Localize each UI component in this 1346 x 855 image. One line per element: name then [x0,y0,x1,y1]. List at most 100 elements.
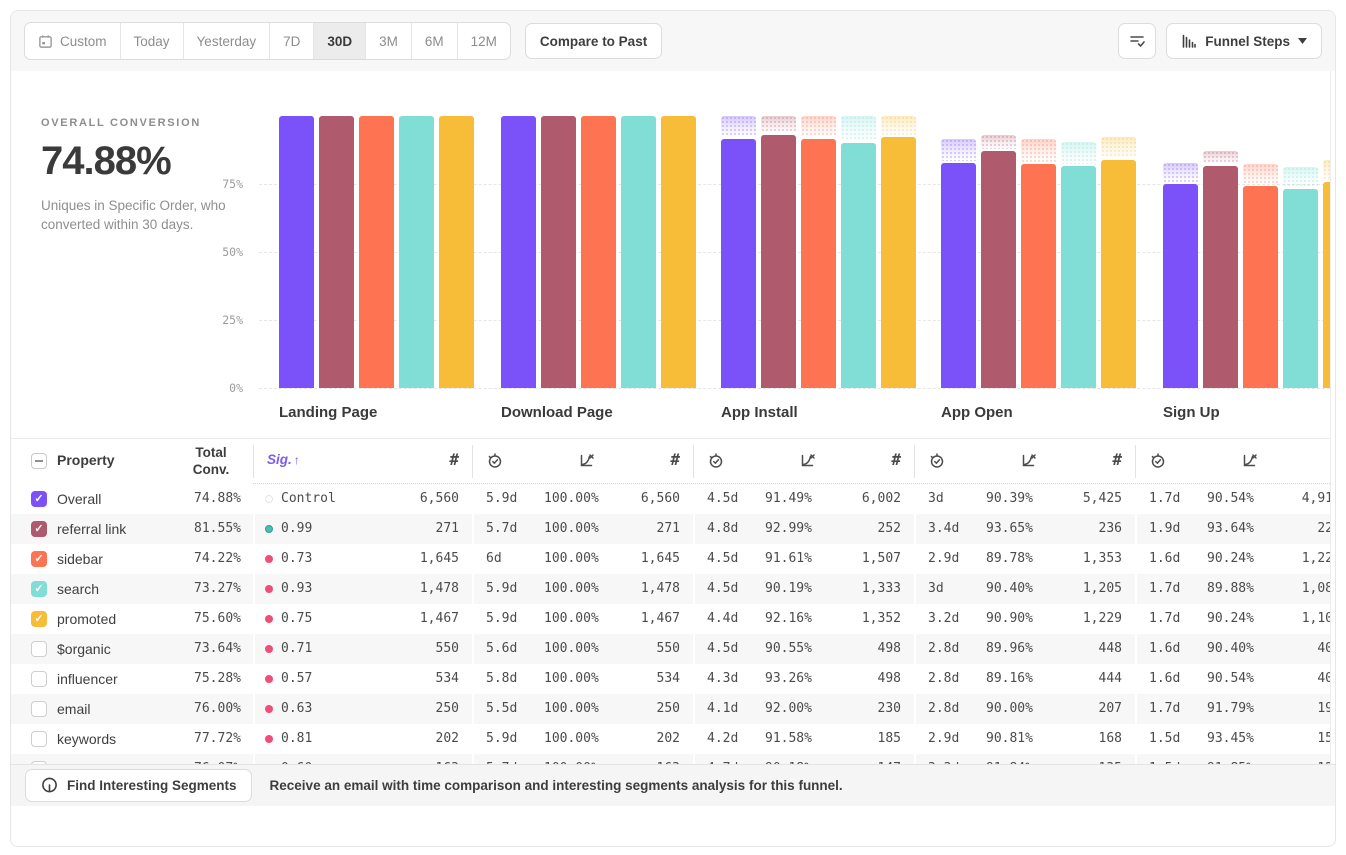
row-checkbox[interactable]: ✓ [31,551,47,567]
conversion-rate-value: 90.40% [1207,641,1254,656]
row-checkbox[interactable] [31,641,47,657]
avg-time-column-header-timer-icon[interactable] [928,452,946,470]
sig-column-header[interactable]: Sig. ↑ [267,452,300,467]
funnel-bar-search-step2[interactable] [621,116,656,388]
row-checkbox[interactable] [31,671,47,687]
header-column-divider [472,445,473,478]
count-column-header-hash-icon[interactable]: # [449,450,459,469]
lost-users-cap [761,116,796,133]
table-row[interactable]: ✓ Overall 74.88% Control 6,560 5.9d 100.00% 6,5… [11,484,1330,514]
funnel-chart [259,116,1330,389]
funnel-bar-referral-link-step5[interactable] [1203,166,1238,388]
step-count: 1,352 [861,611,901,626]
step-count: 498 [877,671,901,686]
avg-time-value: 1.9d [1149,521,1181,536]
chart-type-dropdown[interactable]: Funnel Steps [1166,23,1322,59]
row-checkbox[interactable]: ✓ [31,491,47,507]
y-axis-tick-50: 50% [222,245,243,259]
conversion-rate-column-header-icon[interactable] [578,452,596,470]
funnel-bar-referral-link-step3[interactable] [761,135,796,388]
row-checkbox[interactable] [31,731,47,747]
significance-value: Control [281,491,336,506]
count-column-header-hash-icon[interactable]: # [1112,450,1122,469]
step-label-landing-page: Landing Page [279,404,378,421]
property-name: search [57,581,100,597]
select-all-checkbox[interactable] [31,453,47,469]
table-top-border [11,438,1330,439]
date-range-7d[interactable]: 7D [270,23,315,59]
date-range-today[interactable]: Today [121,23,184,59]
funnel-bar-search-step5[interactable] [1283,189,1318,388]
step-count: 1,507 [861,551,901,566]
funnel-bar-promoted-step3[interactable] [881,137,916,388]
table-row[interactable]: $organic 73.64% 0.71 550 5.6d 100.00% 550 4.5d 9… [11,634,1330,664]
table-row[interactable]: ✓ promoted 75.60% 0.75 1,467 5.9d 100.00% 1,467… [11,604,1330,634]
date-range-segmented-control: Custom Today Yesterday 7D 30D 3M 6M 12M [24,22,511,60]
row-checkbox[interactable]: ✓ [31,611,47,627]
date-range-30d[interactable]: 30D [314,23,367,59]
conversion-rate-column-header-icon[interactable] [1020,452,1038,470]
row-checkbox[interactable]: ✓ [31,581,47,597]
row-checkbox[interactable]: ✓ [31,521,47,537]
filter-list-button[interactable] [1118,23,1157,59]
funnel-bar-sidebar-step2[interactable] [581,116,616,388]
table-row[interactable]: ✓ search 73.27% 0.93 1,478 5.9d 100.00% 1,478 4.… [11,574,1330,604]
property-column-header[interactable]: Property [57,452,115,468]
property-name: promoted [57,611,117,627]
date-range-6m[interactable]: 6M [412,23,458,59]
avg-time-value: 3d [928,491,944,506]
y-axis-tick-0: 0% [229,381,243,395]
funnel-bar-sidebar-step4[interactable] [1021,164,1056,388]
count-column-header-hash-icon[interactable]: # [670,450,680,469]
funnel-bar-promoted-step5[interactable] [1323,182,1330,388]
table-row[interactable]: influencer 75.28% 0.57 534 5.8d 100.00% 534 4.3… [11,664,1330,694]
row-checkbox[interactable] [31,701,47,717]
significance-dot [265,615,273,623]
avg-time-value: 4.3d [707,671,739,686]
funnel-bar-Overall-step4[interactable] [941,163,976,388]
step-count: 1,229 [1082,611,1122,626]
avg-time-column-header-timer-icon[interactable] [707,452,725,470]
funnel-bar-referral-link-step1[interactable] [319,116,354,388]
table-row[interactable]: email 76.00% 0.63 250 5.5d 100.00% 250 4.1d 92.0… [11,694,1330,724]
date-range-3m[interactable]: 3M [366,23,412,59]
funnel-bar-sidebar-step3[interactable] [801,139,836,388]
table-row[interactable]: keywords 77.72% 0.81 202 5.9d 100.00% 202 4.2d 9… [11,724,1330,754]
funnel-bar-search-step1[interactable] [399,116,434,388]
funnel-bar-Overall-step5[interactable] [1163,184,1198,388]
funnel-bar-promoted-step1[interactable] [439,116,474,388]
table-row[interactable]: ✓ sidebar 74.22% 0.73 1,645 6d 100.00% 1,645 4.5… [11,544,1330,574]
compare-to-past-button[interactable]: Compare to Past [524,23,663,59]
lost-users-cap [1021,139,1056,162]
funnel-bar-referral-link-step2[interactable] [541,116,576,388]
funnel-bar-sidebar-step1[interactable] [359,116,394,388]
toolbar-right: Funnel Steps [1118,23,1322,59]
date-range-custom[interactable]: Custom [25,23,121,59]
total-conv-column-header[interactable]: Total Conv. [192,445,230,477]
avg-time-value: 1.5d [1149,731,1181,746]
conversion-rate-value: 90.81% [986,731,1033,746]
count-column-header-hash-icon[interactable]: # [891,450,901,469]
funnel-bar-promoted-step4[interactable] [1101,160,1136,388]
funnel-bar-referral-link-step4[interactable] [981,151,1016,388]
find-interesting-segments-button[interactable]: Find Interesting Segments [25,769,252,802]
funnel-bar-promoted-step2[interactable] [661,116,696,388]
funnel-bar-Overall-step3[interactable] [721,139,756,388]
check-icon: ✓ [34,492,44,505]
date-range-12m[interactable]: 12M [458,23,510,59]
count-column-header-hash-icon[interactable]: # [1323,450,1330,469]
funnel-bar-search-step3[interactable] [841,143,876,388]
avg-time-column-header-timer-icon[interactable] [486,452,504,470]
avg-time-column-header-timer-icon[interactable] [1149,452,1167,470]
funnel-bar-sidebar-step5[interactable] [1243,186,1278,388]
funnel-bar-Overall-step1[interactable] [279,116,314,388]
table-row[interactable]: ✓ referral link 81.55% 0.99 271 5.7d 100.00% 27… [11,514,1330,544]
funnel-bar-Overall-step2[interactable] [501,116,536,388]
conversion-rate-column-header-icon[interactable] [799,452,817,470]
conversion-rate-value: 90.54% [1207,491,1254,506]
date-range-yesterday[interactable]: Yesterday [184,23,271,59]
lost-users-cap [981,135,1016,149]
funnel-bar-search-step4[interactable] [1061,166,1096,388]
conversion-rate-column-header-icon[interactable] [1241,452,1259,470]
avg-time-value: 2.8d [928,701,960,716]
